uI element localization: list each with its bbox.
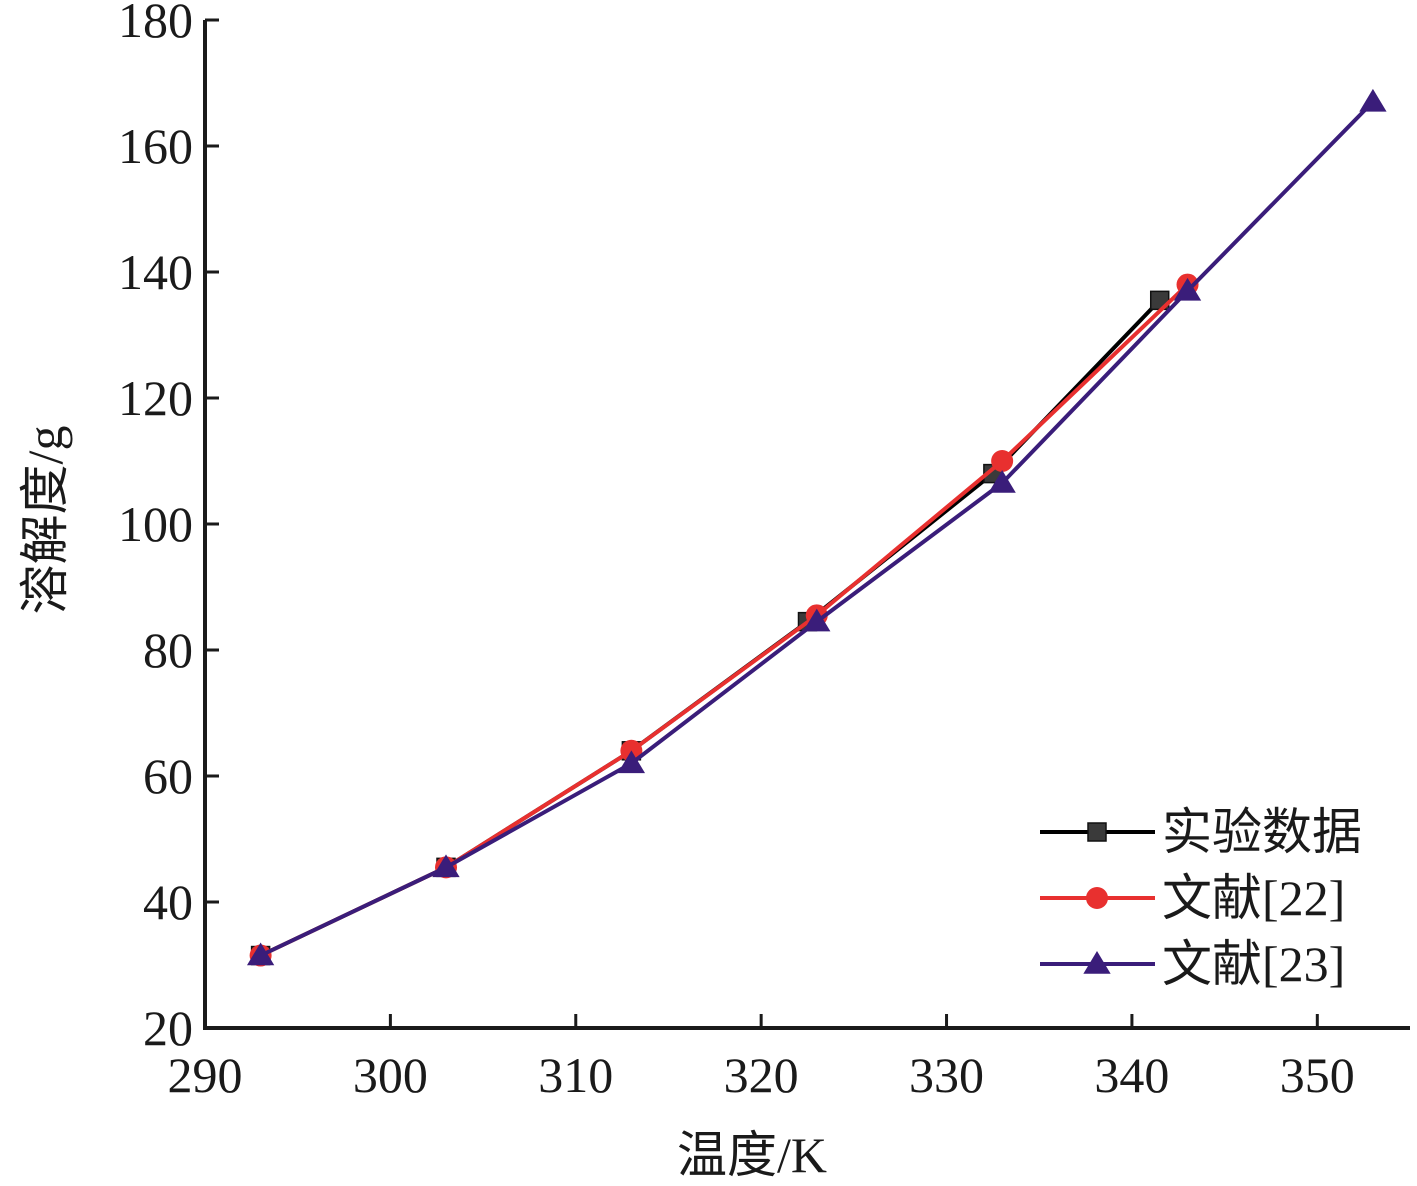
- series-1-line: [259, 298, 1162, 958]
- legend-label: 文献[23]: [1162, 936, 1345, 992]
- legend-swatch-marker: [1083, 951, 1111, 974]
- y-tick-label: 140: [118, 244, 193, 300]
- x-tick-label: 340: [1094, 1047, 1169, 1103]
- series-3-point: [1173, 277, 1202, 301]
- series-2: [249, 273, 1199, 967]
- y-tick-label: 40: [143, 874, 193, 930]
- legend-label: 实验数据: [1162, 804, 1362, 860]
- y-tick-label: 180: [118, 0, 193, 48]
- y-tick-label: 160: [118, 118, 193, 174]
- ticks-layer: 20 40 60 80 100 120 140 160 180 290 300 310 320 330 34…: [118, 0, 1355, 1103]
- series-3-point: [803, 608, 831, 632]
- legend-item-3: 文献[23]: [1040, 936, 1345, 992]
- y-tick-label: 60: [143, 748, 193, 804]
- series-3-point: [432, 854, 460, 878]
- series-1: [250, 290, 1170, 966]
- x-tick-label: 350: [1280, 1047, 1355, 1103]
- y-tick-label: 20: [143, 1000, 193, 1056]
- series-3-point: [988, 470, 1016, 493]
- x-tick-label: 320: [724, 1047, 799, 1103]
- y-tick-label: 120: [118, 370, 193, 426]
- series-3-point: [246, 942, 275, 966]
- x-axis-title: 温度/K: [677, 1127, 827, 1181]
- series-3-point: [617, 750, 646, 774]
- x-tick-label: 310: [538, 1047, 613, 1103]
- legend-swatch-marker: [1087, 822, 1107, 842]
- x-tick-label: 330: [909, 1047, 984, 1103]
- legend-swatch-marker: [1086, 887, 1108, 909]
- x-tick-label: 290: [168, 1047, 243, 1103]
- series-3-point: [1359, 88, 1387, 112]
- y-axis-title: 溶解度/g: [17, 426, 73, 615]
- series-2-line: [259, 283, 1189, 958]
- x-tick-label: 300: [353, 1047, 428, 1103]
- legend-item-2: 文献[22]: [1040, 870, 1345, 926]
- y-tick-label: 80: [143, 622, 193, 678]
- series-3: [246, 88, 1387, 966]
- legend-label: 文献[22]: [1162, 870, 1345, 926]
- y-tick-label: 100: [118, 496, 193, 552]
- series-layer: [246, 88, 1387, 967]
- series-2-point: [991, 450, 1014, 472]
- legend-item-1: 实验数据: [1040, 804, 1362, 860]
